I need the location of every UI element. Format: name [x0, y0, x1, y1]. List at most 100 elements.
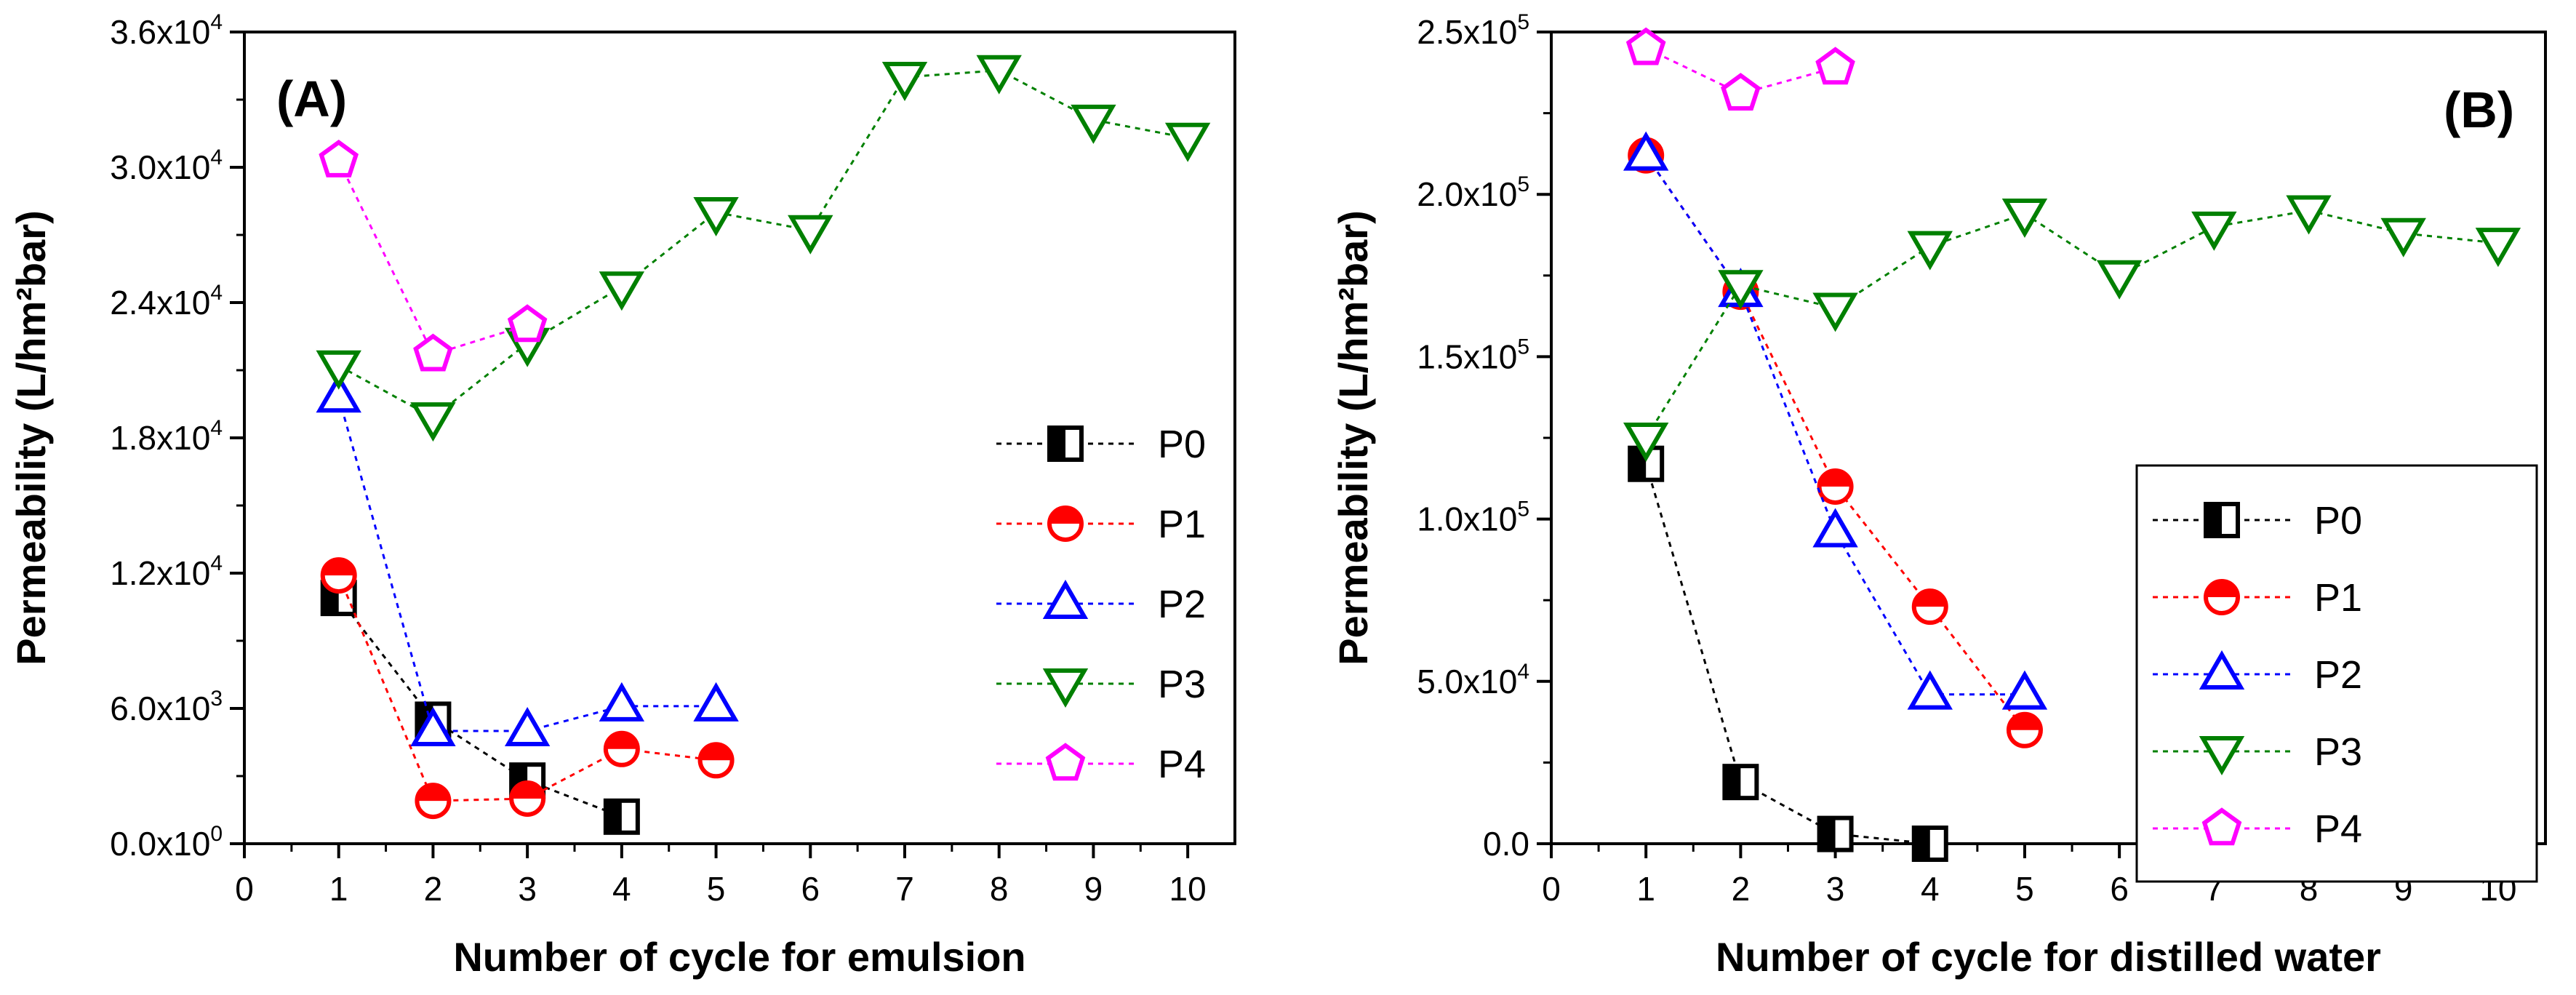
- panel-a-legend-marker-p1: [1047, 506, 1084, 542]
- panel-a-series-line-p3: [337, 69, 1188, 419]
- panel-a-y-tick-label: 0.0x100: [110, 822, 223, 863]
- panel-a-series-p2: [316, 373, 739, 746]
- panel-b-legend-label-p1: P1: [2314, 576, 2362, 620]
- panel-b-data-point-p1: [1911, 588, 1948, 626]
- panel-a-data-point-p2: [316, 373, 361, 413]
- panel-b-panel-tag: (B): [2444, 81, 2514, 138]
- panel-b-data-point-p3: [2475, 228, 2521, 268]
- panel-a-y-tick-label: 3.0x104: [110, 145, 223, 186]
- panel-a-legend-label-p4: P4: [1158, 743, 1206, 786]
- panel-a-data-point-p3: [1071, 104, 1116, 144]
- panel-b-x-tick-label: 1: [1636, 870, 1655, 908]
- panel-a-y-tick-label: 1.2x104: [110, 551, 223, 592]
- panel-a-x-tick-label: 3: [518, 870, 537, 908]
- panel-a-legend-label-p2: P2: [1158, 583, 1206, 626]
- panel-b-series-p3: [1623, 195, 2521, 462]
- panel-b-chart: 0 1 2 3 4 5 6 7 8 9 100.05.0x1041.0x1051.5x1052.0x…: [1330, 10, 2547, 980]
- panel-a-y-tick-label: 3.6x104: [110, 10, 223, 51]
- panel-b-legend-item-p2: P2: [2153, 650, 2362, 697]
- panel-a-data-point-p3: [881, 62, 928, 101]
- panel-a-legend-label-p3: P3: [1158, 663, 1206, 706]
- panel-b-data-point-p3: [2001, 198, 2048, 238]
- panel-b-series-line-p0: [1644, 463, 1930, 845]
- panel-b-legend: P0 P1 P2 P3 P4: [2135, 464, 2538, 883]
- panel-b-data-point-p3: [1623, 423, 1669, 462]
- panel-a-series-p1: [320, 557, 735, 820]
- panel-a-data-point-p4: [319, 139, 359, 177]
- panel-a-x-tick-label: 6: [801, 870, 820, 908]
- panel-a-y-tick-label: 2.4x104: [110, 281, 223, 321]
- panel-a-x-tick-label: 7: [895, 870, 914, 908]
- panel-b-legend-item-p1: P1: [2153, 576, 2362, 620]
- panel-b-x-tick-label: 0: [1542, 870, 1561, 908]
- panel-b-data-point-p1: [1817, 468, 1854, 505]
- panel-a-x-tick-label: 0: [235, 870, 254, 908]
- panel-a-data-point-p3: [410, 402, 456, 442]
- panel-a-x-tick-label: 9: [1084, 870, 1103, 908]
- panel-b-y-tick-label: 5.0x104: [1417, 660, 1529, 700]
- panel-b-series-line-p2: [1644, 154, 2025, 696]
- panel-b-data-point-p1: [2006, 711, 2043, 748]
- panel-a-data-point-p3: [976, 55, 1022, 95]
- panel-a-data-point-p4: [507, 304, 548, 343]
- panel-a-data-point-p4: [413, 333, 453, 372]
- panel-b-y-tick-label: 1.5x105: [1417, 335, 1529, 375]
- panel-b-legend-label-p3: P3: [2314, 730, 2362, 774]
- panel-a-data-point-p2: [504, 707, 551, 746]
- panel-b-data-point-p3: [1907, 231, 1953, 271]
- panel-a-data-point-p1: [320, 557, 357, 594]
- panel-a-y-axis-label: Permeability (L/hm²bar): [8, 210, 54, 665]
- panel-b-data-point-p4: [1625, 27, 1666, 65]
- panel-b-legend-label-p2: P2: [2314, 653, 2362, 697]
- panel-a-series-line-p0: [337, 597, 623, 818]
- panel-b-data-point-p3: [1812, 292, 1858, 332]
- panel-b-legend-marker-p0: [2204, 502, 2240, 538]
- panel-b-data-point-p3: [2380, 217, 2426, 257]
- panel-b-data-point-p3: [2096, 260, 2143, 300]
- panel-b-data-point-p3: [2286, 195, 2332, 235]
- panel-a-data-point-p3: [1164, 122, 1211, 162]
- panel-b-data-point-p4: [1721, 73, 1761, 111]
- panel-b-x-tick-label: 6: [2110, 870, 2129, 908]
- panel-b-legend-marker-p4: [2201, 807, 2242, 846]
- panel-a-legend-marker-p3: [1042, 668, 1089, 708]
- panel-a-x-axis-label: Number of cycle for emulsion: [453, 934, 1025, 980]
- panel-a-x-tick-label: 10: [1169, 870, 1207, 908]
- panel-b-series-p4: [1625, 27, 1855, 111]
- panel-b-x-tick-label: 5: [2015, 870, 2034, 908]
- panel-b-legend-item-p3: P3: [2153, 730, 2362, 775]
- panel-a-legend-marker-p4: [1045, 743, 1086, 781]
- panel-b-data-point-p2: [1812, 508, 1858, 548]
- panel-a-y-tick-label: 6.0x103: [110, 687, 223, 727]
- panel-a-data-point-p2: [599, 682, 645, 722]
- panel-b-legend-item-p0: P0: [2153, 499, 2362, 543]
- panel-a-x-tick-label: 5: [707, 870, 726, 908]
- panel-a-data-point-p3: [693, 197, 739, 236]
- panel-a-legend: P0 P1 P2 P3 P4: [996, 423, 1206, 786]
- panel-a-legend-label-p1: P1: [1158, 503, 1206, 546]
- panel-b-legend-frame: [2135, 464, 2538, 883]
- panel-b-series-line-p3: [1644, 209, 2499, 439]
- panel-a-data-point-p3: [788, 215, 833, 255]
- panel-a-legend-item-p3: P3: [996, 663, 1206, 708]
- panel-a-series-p3: [316, 55, 1211, 442]
- panel-b-y-tick-label: 1.0x105: [1417, 498, 1529, 538]
- panel-a-legend-item-p2: P2: [996, 580, 1206, 626]
- panel-a-data-point-p3: [316, 350, 361, 390]
- panel-a-data-point-p3: [599, 271, 645, 311]
- panel-a-data-point-p1: [509, 780, 546, 817]
- panel-b-data-point-p2: [1907, 670, 1953, 710]
- panel-b-data-point-p4: [1815, 47, 1855, 85]
- panel-b-x-tick-label: 3: [1826, 870, 1845, 908]
- panel-b-y-tick-label: 2.5x105: [1417, 10, 1529, 51]
- panel-a-x-tick-label: 8: [990, 870, 1009, 908]
- panel-b-data-point-p3: [1718, 270, 1764, 310]
- panel-b-x-tick-label: 2: [1732, 870, 1751, 908]
- panel-b-y-tick-label: 0.0: [1483, 825, 1529, 863]
- panel-a-x-tick-label: 1: [329, 870, 348, 908]
- panel-b-legend-marker-p2: [2199, 650, 2245, 690]
- panel-a-data-point-p1: [603, 730, 640, 767]
- panel-a-x-tick-label: 4: [612, 870, 631, 908]
- panel-a-data-point-p2: [410, 707, 456, 746]
